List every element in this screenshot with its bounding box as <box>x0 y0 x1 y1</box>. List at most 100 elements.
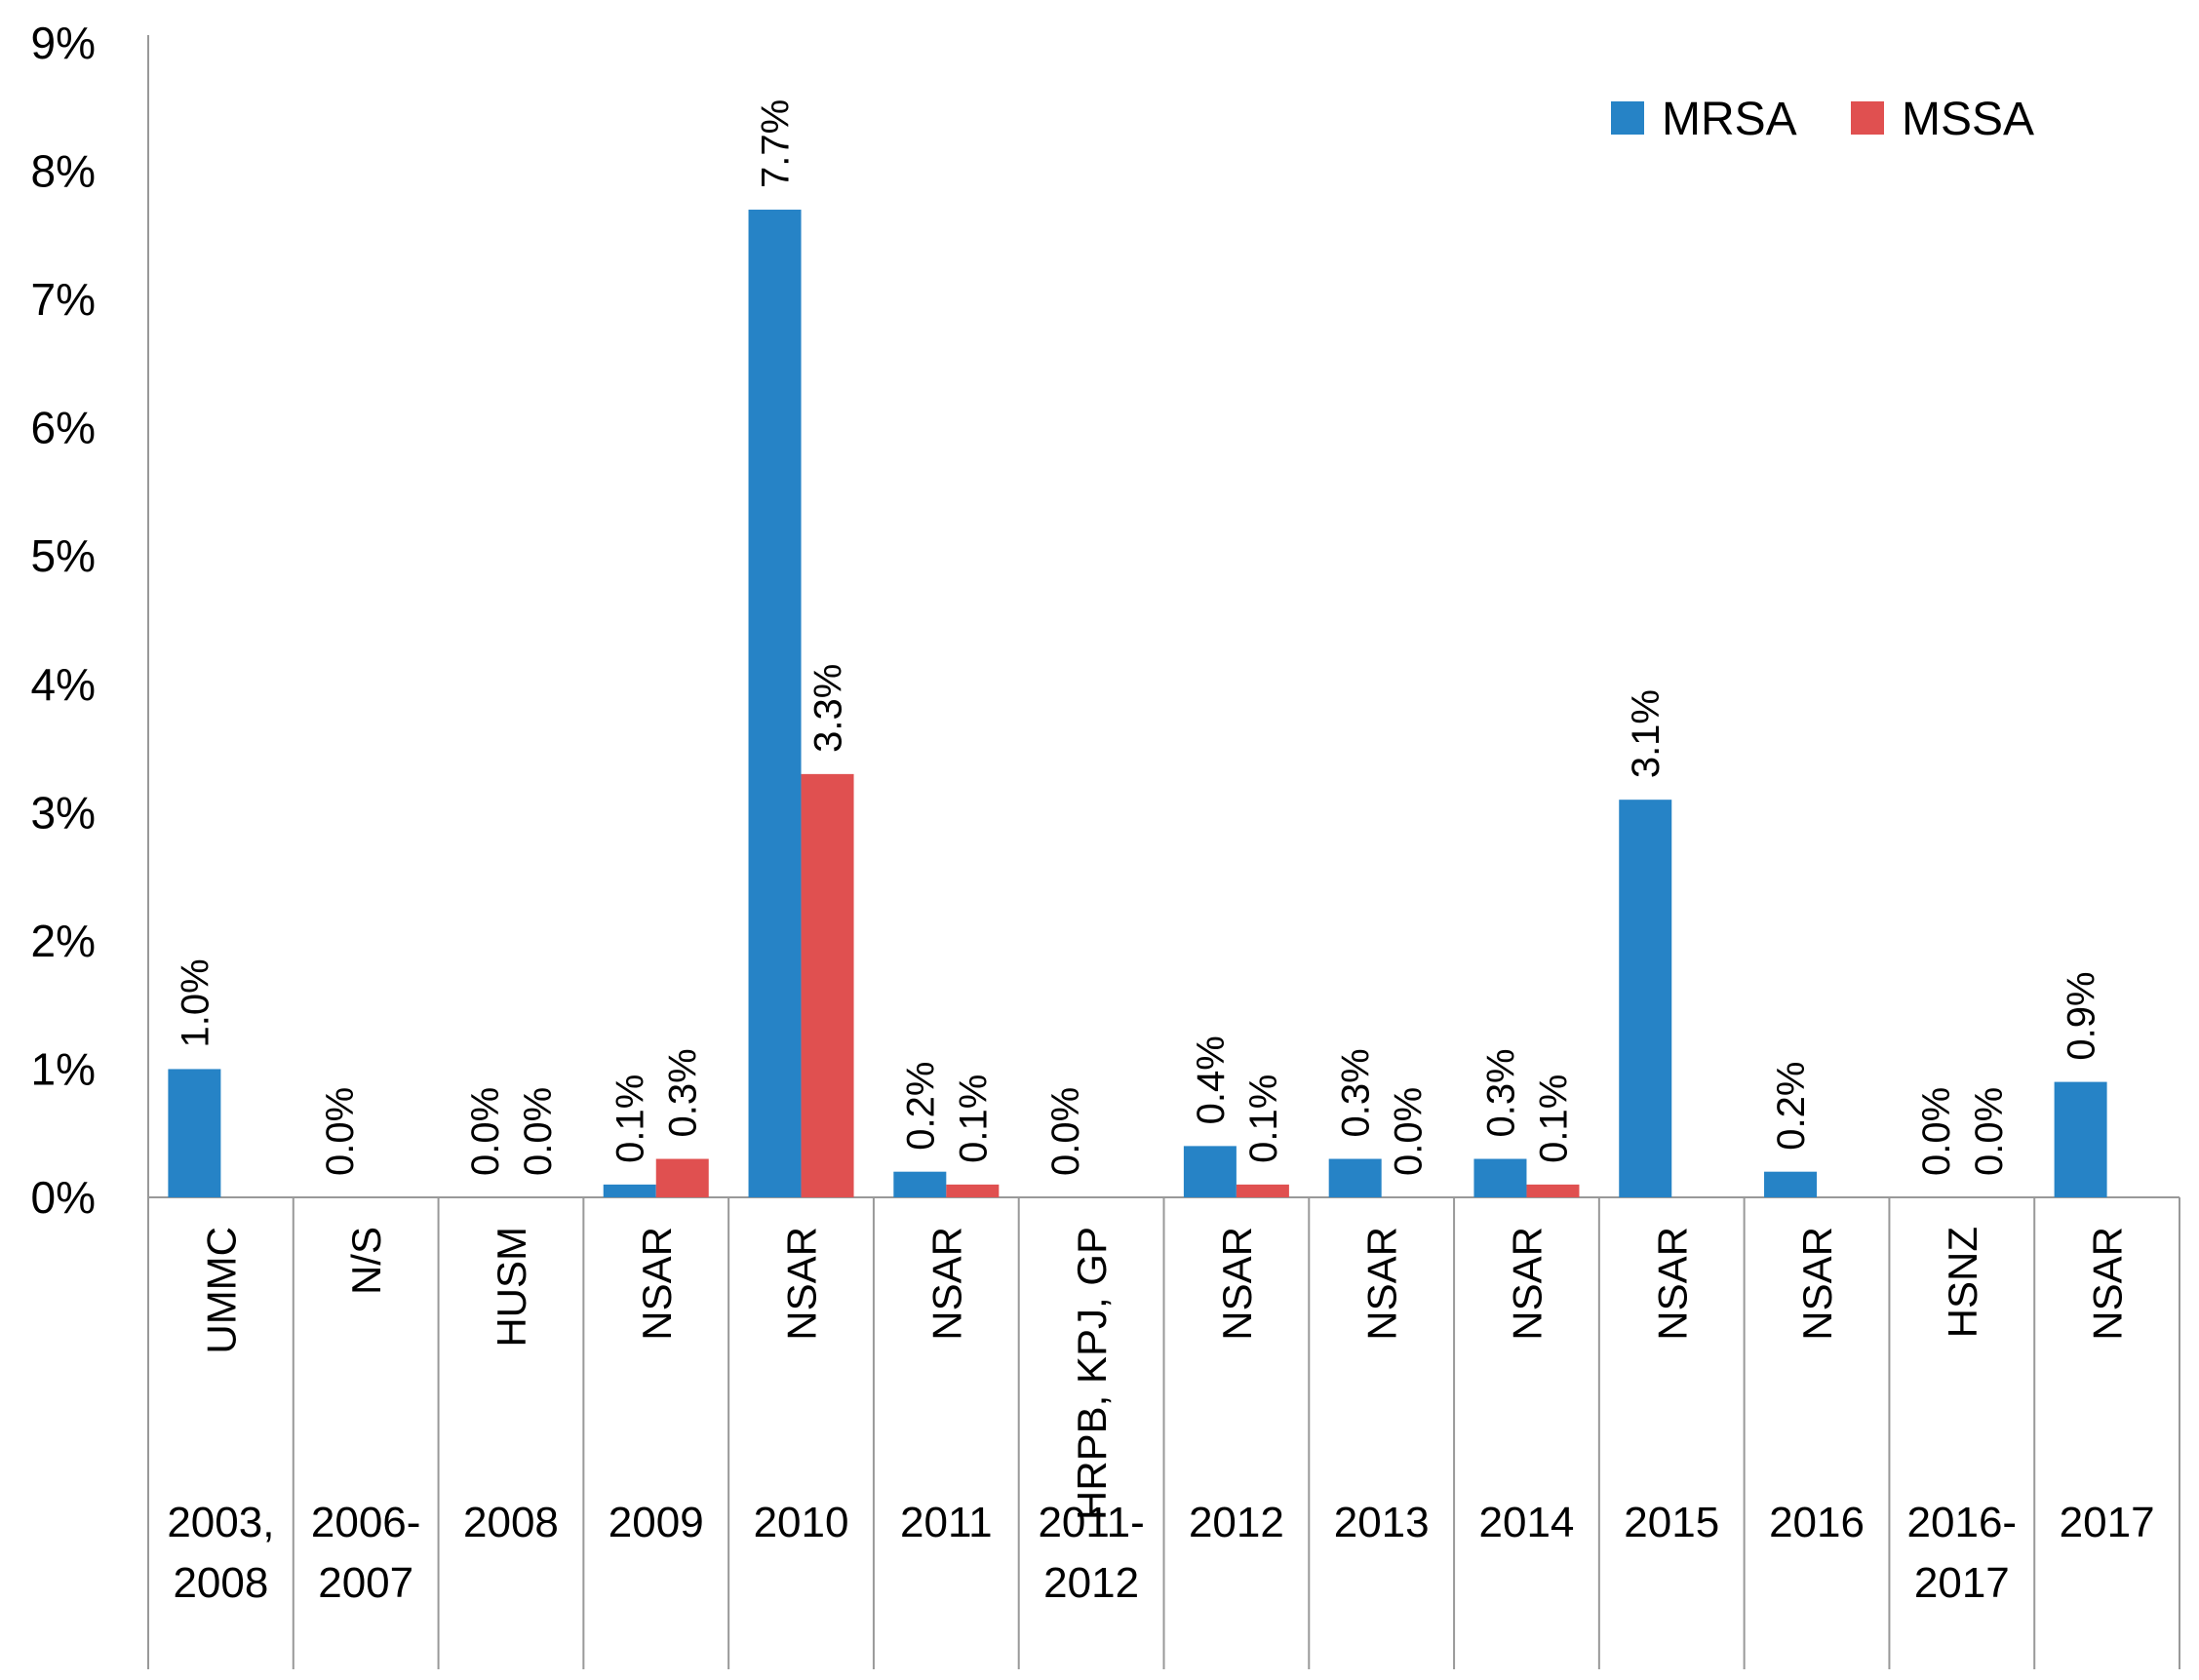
mssa-data-label: 0.1% <box>952 1074 995 1163</box>
category-year-label: 2014 <box>1479 1499 1575 1546</box>
mrsa-data-label: 0.9% <box>2061 971 2103 1060</box>
mrsa-bar <box>1183 1146 1237 1197</box>
category-year-line: 2008 <box>173 1559 268 1607</box>
mrsa-data-label: 0.0% <box>319 1087 362 1176</box>
y-tick-label: 8% <box>31 146 96 197</box>
bars-layer <box>168 210 2107 1197</box>
mrsa-data-label: 0.1% <box>609 1074 652 1163</box>
category-year-line: 2012 <box>1189 1499 1284 1546</box>
y-tick-label: 5% <box>31 530 96 581</box>
category-year-line: 2003, <box>167 1499 274 1546</box>
category-year-label: 2011- 2012 <box>1038 1499 1144 1607</box>
category-site-label: NSAR <box>923 1227 969 1341</box>
category-year-label: 2010 <box>754 1499 849 1546</box>
mrsa-data-label: 0.4% <box>1190 1035 1233 1124</box>
category-year-label: 2017 <box>2060 1499 2155 1546</box>
category-year-label: 2012 <box>1189 1499 1284 1546</box>
category-year-line: 2014 <box>1479 1499 1575 1546</box>
category-year-label: 2009 <box>609 1499 704 1546</box>
mrsa-data-label: 0.0% <box>1915 1087 1958 1176</box>
mssa-data-label: 0.0% <box>517 1087 560 1176</box>
category-year-label: 2006- 2007 <box>311 1499 421 1607</box>
mrsa-data-label: 0.0% <box>1044 1087 1087 1176</box>
category-year-line: 2013 <box>1334 1499 1430 1546</box>
mrsa-bar <box>1764 1171 1818 1197</box>
category-year-line: 2016- <box>1907 1499 2018 1546</box>
category-year-line: 2009 <box>609 1499 704 1546</box>
category-year-label: 2016- 2017 <box>1907 1499 2018 1607</box>
mrsa-data-label: 0.0% <box>464 1087 507 1176</box>
mrsa-legend-label: MRSA <box>1662 94 1797 145</box>
mssa-legend-label: MSSA <box>1902 94 2034 145</box>
category-site-label: NSAR <box>1359 1227 1405 1341</box>
category-year-line: 2008 <box>463 1499 559 1546</box>
mrsa-bar <box>748 210 802 1197</box>
y-tick-label: 4% <box>31 659 96 710</box>
category-year-line: 2010 <box>754 1499 849 1546</box>
data-labels-layer: 1.0%0.0% 0.0% 0.0% 0.1% 0.3%7.7%3.3%0.2% 0.1%… <box>174 99 2102 1176</box>
category-year-line: 2015 <box>1624 1499 1719 1546</box>
y-tick-label: 2% <box>31 916 96 966</box>
category-site-label: NSAR <box>1649 1227 1695 1341</box>
category-year-line: 2006- <box>311 1499 421 1546</box>
mssa-bar <box>946 1184 1000 1197</box>
mssa-bar <box>655 1158 709 1197</box>
y-tick-label: 0% <box>31 1172 96 1223</box>
mssa-data-label: 0.1% <box>1242 1074 1285 1163</box>
mssa-data-label: 0.0% <box>1388 1087 1431 1176</box>
mssa-data-label: 0.0% <box>1968 1087 2011 1176</box>
mrsa-bar <box>168 1069 221 1197</box>
category-site-label: NSAR <box>1214 1227 1260 1341</box>
axis-layer: 0% 1% 2% 3% 4% 5% 6% 7% 8% 9% UMMC 2003, 2008 N/S 2006… <box>31 18 2180 1669</box>
category-year-line: 2007 <box>318 1559 413 1607</box>
y-tick-label: 7% <box>31 274 96 325</box>
legend: MRSA MSSA <box>1611 94 2034 145</box>
category-year-line: 2016 <box>1769 1499 1865 1546</box>
category-site-label: NSAR <box>779 1227 825 1341</box>
category-site-label: NSAR <box>1504 1227 1550 1341</box>
mrsa-data-label: 3.1% <box>1625 689 1668 778</box>
mrsa-data-label: 0.3% <box>1479 1048 1522 1137</box>
y-tick-label: 9% <box>31 18 96 68</box>
category-site-label: NSAR <box>2085 1227 2131 1341</box>
mssa-bar <box>801 773 854 1197</box>
mssa-bar <box>1236 1184 1289 1197</box>
category-site-label: NSAR <box>634 1227 680 1341</box>
category-site-label: HUSM <box>489 1227 534 1348</box>
category-year-label: 2003, 2008 <box>167 1499 274 1607</box>
category-site-label: UMMC <box>198 1227 244 1354</box>
mrsa-bar <box>2054 1081 2107 1197</box>
mssa-bar <box>1526 1184 1580 1197</box>
category-site-label: N/S <box>343 1227 389 1295</box>
category-year-label: 2015 <box>1624 1499 1719 1546</box>
y-tick-label: 3% <box>31 787 96 838</box>
mrsa-bar <box>603 1184 656 1197</box>
category-year-line: 2017 <box>2060 1499 2155 1546</box>
mrsa-bar <box>1619 800 1672 1197</box>
mssa-data-label: 0.1% <box>1532 1074 1575 1163</box>
category-year-line: 2012 <box>1043 1559 1139 1607</box>
category-site-label: HRPB, KPJ, GP <box>1069 1227 1115 1520</box>
category-year-line: 2017 <box>1914 1559 2010 1607</box>
category-year-label: 2011 <box>900 1499 993 1546</box>
mssa-legend-swatch <box>1851 101 1884 135</box>
mrsa-data-label: 0.2% <box>1770 1062 1813 1151</box>
category-site-label: HSNZ <box>1940 1227 1985 1338</box>
mrsa-legend-swatch <box>1611 101 1644 135</box>
mrsa-data-label: 0.3% <box>1335 1048 1378 1137</box>
y-tick-label: 6% <box>31 403 96 453</box>
category-year-label: 2016 <box>1769 1499 1865 1546</box>
category-year-line: 2011 <box>900 1499 993 1546</box>
mssa-data-label: 3.3% <box>807 664 850 753</box>
mrsa-bar <box>893 1171 947 1197</box>
category-year-label: 2013 <box>1334 1499 1430 1546</box>
category-year-label: 2008 <box>463 1499 559 1546</box>
category-year-line: 2011- <box>1038 1499 1144 1546</box>
y-tick-label: 1% <box>31 1043 96 1094</box>
mrsa-data-label: 7.7% <box>755 99 798 188</box>
mrsa-bar <box>1328 1158 1382 1197</box>
mssa-data-label: 0.3% <box>662 1048 705 1137</box>
category-site-label: NSAR <box>1794 1227 1840 1341</box>
mrsa-data-label: 0.2% <box>899 1062 942 1151</box>
